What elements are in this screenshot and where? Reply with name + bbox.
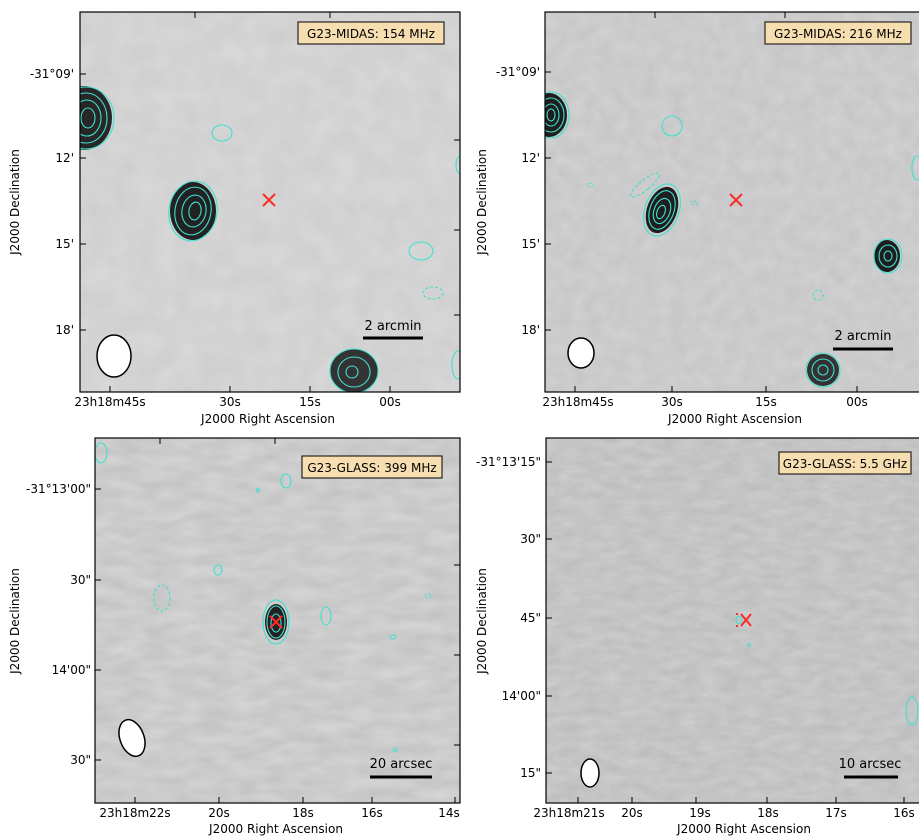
panel-154mhz: 2 arcmin G23-MIDAS: 154 MHz 23h18m45s 30… [8, 12, 464, 426]
y-tick: 18' [55, 323, 74, 337]
x-tick: 23h18m22s [99, 806, 170, 820]
x-tick: 20s [208, 806, 230, 820]
x-tick: 00s [846, 395, 868, 409]
x-tick: 30s [219, 395, 241, 409]
x-tick: 15s [755, 395, 777, 409]
y-tick: -31°13'15" [476, 455, 541, 469]
y-axis-label: J2000 Declination [8, 568, 22, 675]
x-axis-label: J2000 Right Ascension [676, 822, 811, 836]
y-axis-label: J2000 Declination [8, 149, 22, 256]
x-tick: 15s [299, 395, 321, 409]
scale-bar-label: 2 arcmin [834, 329, 891, 344]
y-tick: 45" [520, 611, 541, 625]
x-tick-labels: 23h18m22s 20s 18s 16s 14s [99, 806, 459, 820]
beam-ellipse [97, 335, 131, 377]
y-tick: 30" [70, 753, 91, 767]
scale-bar-label: 10 arcsec [839, 757, 902, 772]
x-axis-label: J2000 Right Ascension [200, 412, 335, 426]
y-tick: 14'00" [502, 689, 541, 703]
y-tick-labels: -31°09' 12' 15' 18' [496, 65, 540, 337]
y-tick: 15" [520, 766, 541, 780]
band-label: G23-MIDAS: 216 MHz [774, 27, 902, 41]
x-tick: 14s [438, 806, 460, 820]
panel-5p5ghz: 10 arcsec G23-GLASS: 5.5 GHz 23h18m21s 2… [475, 438, 919, 836]
y-tick: -31°13'00" [26, 482, 91, 496]
band-label: G23-GLASS: 5.5 GHz [783, 457, 907, 471]
y-axis-label: J2000 Declination [475, 149, 489, 256]
y-tick-labels: -31°13'00" 30" 14'00" 30" [26, 482, 91, 767]
x-tick: 16s [893, 806, 915, 820]
y-tick: 30" [70, 573, 91, 587]
y-tick: 15' [521, 237, 540, 251]
panel-216mhz: 2 arcmin G23-MIDAS: 216 MHz 23h18m45s 30… [475, 12, 919, 426]
scale-bar-label: 20 arcsec [370, 757, 433, 772]
y-axis-label: J2000 Declination [475, 568, 489, 675]
y-tick: 14'00" [52, 663, 91, 677]
x-axis-label: J2000 Right Ascension [208, 822, 343, 836]
beam-ellipse [581, 759, 599, 787]
x-axis-label: J2000 Right Ascension [667, 412, 802, 426]
x-tick: 20s [621, 806, 643, 820]
y-tick-labels: -31°09' 12' 15' 18' [30, 67, 74, 337]
x-tick: 18s [757, 806, 779, 820]
x-tick: 23h18m21s [533, 806, 604, 820]
panel-399mhz: 20 arcsec G23-GLASS: 399 MHz 23h18m22s 2… [8, 438, 460, 836]
y-tick: 30" [520, 532, 541, 546]
y-tick: 12' [521, 151, 540, 165]
y-tick: 18' [521, 323, 540, 337]
x-tick-labels: 23h18m21s 20s 19s 18s 17s 16s [533, 806, 914, 820]
beam-ellipse [568, 338, 594, 368]
x-tick-labels: 23h18m45s 30s 15s 00s [74, 395, 400, 409]
scale-bar-label: 2 arcmin [364, 319, 421, 334]
x-tick: 16s [361, 806, 383, 820]
y-tick: -31°09' [496, 65, 540, 79]
x-tick: 00s [379, 395, 401, 409]
x-tick: 19s [689, 806, 711, 820]
x-tick: 23h18m45s [74, 395, 145, 409]
band-label: G23-MIDAS: 154 MHz [307, 27, 435, 41]
y-tick: 15' [55, 237, 74, 251]
x-tick: 18s [292, 806, 314, 820]
x-tick: 17s [825, 806, 847, 820]
band-label: G23-GLASS: 399 MHz [307, 461, 436, 475]
y-tick: -31°09' [30, 67, 74, 81]
y-tick: 12' [55, 151, 74, 165]
x-tick: 23h18m45s [542, 395, 613, 409]
x-tick-labels: 23h18m45s 30s 15s 00s [542, 395, 867, 409]
x-tick: 30s [661, 395, 683, 409]
